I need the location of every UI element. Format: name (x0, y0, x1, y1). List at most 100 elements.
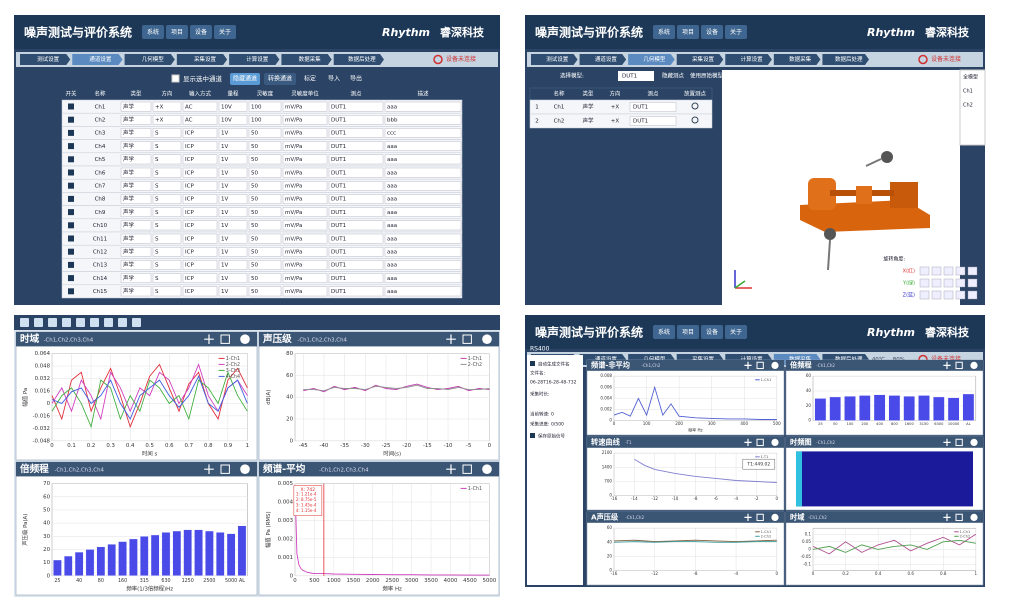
cell-input[interactable] (218, 180, 248, 191)
cell-input[interactable] (152, 260, 182, 270)
cell-input[interactable] (248, 154, 282, 165)
step-tab[interactable] (822, 54, 869, 65)
cell-input[interactable] (152, 180, 182, 191)
cell-input[interactable] (152, 273, 182, 284)
cell-input[interactable] (152, 207, 182, 218)
cell-input[interactable] (218, 194, 248, 204)
cell-input[interactable] (328, 167, 384, 178)
maximize-icon[interactable] (756, 513, 764, 522)
cell-input[interactable] (218, 101, 248, 112)
toolbar-icon[interactable] (76, 318, 85, 327)
model-select[interactable] (618, 71, 654, 81)
toolbar-icon[interactable] (20, 318, 29, 327)
cell-input[interactable] (282, 260, 328, 270)
cell-input[interactable] (328, 101, 384, 112)
row-checkbox[interactable] (68, 169, 74, 176)
menu-button[interactable] (677, 325, 699, 339)
add-icon[interactable] (943, 438, 951, 446)
cell-input[interactable] (182, 273, 218, 284)
rotate-button[interactable] (931, 290, 942, 300)
cell-input[interactable] (282, 246, 328, 257)
rotate-button[interactable] (943, 278, 954, 288)
step-tab[interactable] (579, 54, 627, 65)
step-tab[interactable] (229, 54, 280, 65)
menu-button[interactable] (725, 25, 747, 39)
add-icon[interactable] (204, 464, 214, 474)
cell-input[interactable] (328, 154, 384, 165)
close-icon[interactable] (970, 513, 978, 522)
row-checkbox[interactable] (68, 275, 74, 282)
cell-input[interactable] (120, 114, 152, 125)
toolbar-icon[interactable] (34, 318, 43, 327)
cell-input[interactable] (248, 180, 282, 191)
checkbox[interactable] (171, 74, 180, 83)
row-checkbox[interactable] (68, 143, 74, 150)
cell-input[interactable] (182, 207, 218, 218)
rotate-button[interactable] (943, 266, 954, 276)
cell-input[interactable] (328, 233, 384, 244)
cell-input[interactable] (120, 220, 152, 231)
cell-select[interactable] (629, 102, 677, 112)
cell-input[interactable] (120, 141, 152, 152)
step-tab[interactable] (20, 54, 71, 65)
rotate-button[interactable] (955, 278, 966, 288)
cell-input[interactable] (218, 233, 248, 244)
button[interactable] (230, 73, 260, 85)
cell-input[interactable] (282, 273, 328, 284)
row-checkbox[interactable] (68, 248, 74, 255)
row-checkbox[interactable] (68, 235, 74, 242)
rotate-button[interactable] (943, 290, 954, 300)
cell-input[interactable] (218, 154, 248, 165)
step-tab[interactable] (281, 54, 332, 65)
toolbar-icon[interactable] (104, 318, 113, 327)
add-icon[interactable] (744, 438, 752, 446)
row-checkbox[interactable] (68, 209, 74, 216)
maximize-icon[interactable] (955, 438, 963, 447)
cell-input[interactable] (248, 220, 282, 231)
cell-input[interactable] (120, 194, 152, 204)
cell-input[interactable] (384, 233, 462, 244)
cell-input[interactable] (384, 220, 462, 231)
cell-input[interactable] (182, 260, 218, 270)
toolbar-icon[interactable] (48, 318, 57, 327)
row-checkbox[interactable] (68, 288, 74, 295)
cell-input[interactable] (384, 286, 462, 297)
step-tab[interactable] (333, 54, 384, 65)
cell-input[interactable] (282, 101, 328, 112)
cell-input[interactable] (328, 246, 384, 257)
cell-input[interactable] (120, 101, 152, 112)
place-point-icon[interactable] (691, 116, 699, 124)
checkbox[interactable] (530, 361, 535, 366)
cell-input[interactable] (328, 286, 384, 297)
cell-input[interactable] (182, 220, 218, 231)
cell-input[interactable] (182, 128, 218, 138)
cell-input[interactable] (152, 101, 182, 112)
cell-input[interactable] (248, 167, 282, 178)
maximize-icon[interactable] (220, 464, 230, 474)
step-tab[interactable] (531, 54, 578, 65)
rotate-button[interactable] (919, 266, 930, 276)
row-checkbox[interactable] (68, 103, 74, 110)
close-icon[interactable] (240, 464, 250, 475)
cell-input[interactable] (152, 233, 182, 244)
cell-input[interactable] (384, 154, 462, 165)
toolbar-icon[interactable] (132, 318, 141, 327)
cell-input[interactable] (384, 194, 462, 204)
cell-input[interactable] (152, 286, 182, 297)
maximize-icon[interactable] (462, 334, 472, 344)
cell-input[interactable] (218, 286, 248, 297)
maximize-icon[interactable] (756, 438, 764, 447)
step-tab[interactable] (725, 54, 772, 65)
cell-input[interactable] (120, 286, 152, 297)
cell-input[interactable] (282, 141, 328, 152)
cell-input[interactable] (328, 273, 384, 284)
menu-button[interactable] (142, 25, 164, 39)
cell-input[interactable] (384, 246, 462, 257)
button[interactable] (264, 73, 296, 85)
cell-input[interactable] (152, 114, 182, 125)
add-icon[interactable] (744, 361, 752, 369)
cell-input[interactable] (120, 260, 152, 270)
toolbar-icon[interactable] (118, 318, 127, 327)
cell-input[interactable] (120, 207, 152, 218)
rotate-button[interactable] (967, 290, 978, 300)
